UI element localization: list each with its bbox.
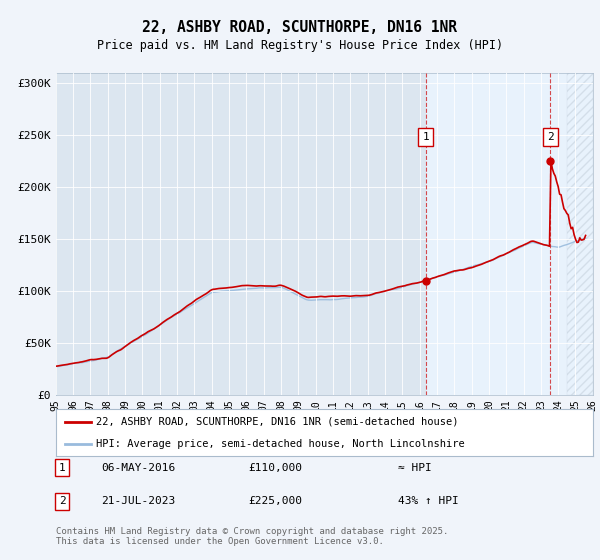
Text: 2: 2 xyxy=(547,132,554,142)
Text: 22, ASHBY ROAD, SCUNTHORPE, DN16 1NR (semi-detached house): 22, ASHBY ROAD, SCUNTHORPE, DN16 1NR (se… xyxy=(96,417,458,427)
Text: Contains HM Land Registry data © Crown copyright and database right 2025.
This d: Contains HM Land Registry data © Crown c… xyxy=(56,526,448,546)
Text: 43% ↑ HPI: 43% ↑ HPI xyxy=(398,496,458,506)
Bar xyxy=(425,73,593,395)
Text: 2: 2 xyxy=(59,496,65,506)
Text: Price paid vs. HM Land Registry's House Price Index (HPI): Price paid vs. HM Land Registry's House … xyxy=(97,39,503,52)
Text: 06-MAY-2016: 06-MAY-2016 xyxy=(101,463,175,473)
Text: £110,000: £110,000 xyxy=(248,463,302,473)
Text: HPI: Average price, semi-detached house, North Lincolnshire: HPI: Average price, semi-detached house,… xyxy=(96,438,465,449)
Text: 21-JUL-2023: 21-JUL-2023 xyxy=(101,496,175,506)
Text: 1: 1 xyxy=(422,132,429,142)
Text: £225,000: £225,000 xyxy=(248,496,302,506)
Text: 1: 1 xyxy=(59,463,65,473)
Bar xyxy=(567,73,593,395)
Text: 22, ASHBY ROAD, SCUNTHORPE, DN16 1NR: 22, ASHBY ROAD, SCUNTHORPE, DN16 1NR xyxy=(143,20,458,35)
Text: ≈ HPI: ≈ HPI xyxy=(398,463,431,473)
